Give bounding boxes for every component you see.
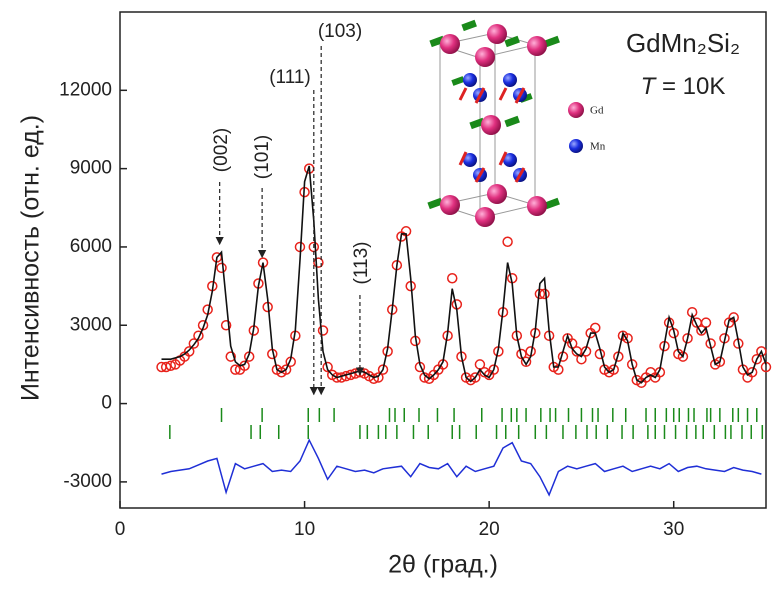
annotation-label: (111) bbox=[269, 67, 311, 88]
x-tick-label: 0 bbox=[115, 519, 126, 540]
observed-point bbox=[183, 346, 195, 357]
observed-point bbox=[225, 351, 236, 362]
observed-point bbox=[446, 273, 458, 284]
observed-point bbox=[368, 373, 380, 385]
observed-point bbox=[539, 288, 550, 300]
x-tick-label: 30 bbox=[663, 519, 684, 540]
observed-point bbox=[682, 333, 693, 344]
difference-line bbox=[161, 438, 762, 497]
observed-point bbox=[751, 353, 763, 365]
crystal-inset bbox=[427, 19, 584, 227]
observed-point bbox=[230, 364, 241, 375]
observed-point bbox=[216, 262, 227, 274]
x-tick-label: 10 bbox=[294, 519, 315, 540]
observed-point bbox=[756, 346, 767, 357]
observed-point bbox=[626, 359, 638, 370]
calculated-line bbox=[161, 165, 767, 384]
y-tick-label: 0 bbox=[101, 393, 112, 414]
plot-frame bbox=[119, 11, 767, 509]
observed-point bbox=[700, 317, 712, 328]
observed-point bbox=[188, 338, 200, 349]
observed-point bbox=[419, 372, 430, 383]
temperature: T = 10K bbox=[641, 73, 726, 100]
y-axis-label: Интенсивность (отн. ед.) bbox=[17, 115, 45, 401]
annotation-label: (101) bbox=[252, 135, 273, 179]
temperature-symbol: T bbox=[641, 73, 658, 100]
observed-point bbox=[520, 356, 532, 368]
y-tick-label: 9000 bbox=[70, 158, 112, 179]
observed-point bbox=[313, 257, 324, 268]
observed-point bbox=[488, 364, 500, 375]
observed-point bbox=[220, 320, 232, 331]
observed-point bbox=[576, 353, 587, 365]
observed-point bbox=[502, 236, 513, 247]
annotation-label: (103) bbox=[318, 21, 362, 42]
observed-point bbox=[322, 361, 333, 373]
y-tick-label: -3000 bbox=[63, 471, 112, 492]
observed-point bbox=[746, 367, 758, 378]
x-tick-label: 20 bbox=[479, 519, 500, 540]
observed-point bbox=[470, 372, 481, 383]
y-tick-label: 6000 bbox=[70, 236, 112, 257]
observed-point bbox=[608, 364, 619, 375]
observed-point bbox=[160, 361, 172, 373]
y-tick-label: 3000 bbox=[70, 314, 112, 335]
y-tick-label: 12000 bbox=[59, 79, 112, 100]
observed-point bbox=[280, 364, 292, 375]
observed-point bbox=[728, 312, 739, 323]
inset-legend-label: Mn bbox=[590, 141, 606, 153]
observed-point bbox=[317, 325, 329, 336]
chart-title: GdMn₂Si₂ bbox=[626, 28, 740, 58]
observed-point bbox=[193, 330, 204, 341]
annotation-label: (113) bbox=[351, 242, 372, 285]
observed-point bbox=[165, 360, 177, 371]
x-axis-label: 2θ (град.) bbox=[388, 551, 498, 579]
observed-point bbox=[377, 364, 389, 375]
temperature-text: = 10K bbox=[655, 73, 725, 100]
observed-point bbox=[516, 348, 527, 360]
inset-legend-label: Gd bbox=[590, 105, 604, 117]
observed-point bbox=[677, 351, 689, 362]
annotation-label: (002) bbox=[211, 128, 232, 172]
